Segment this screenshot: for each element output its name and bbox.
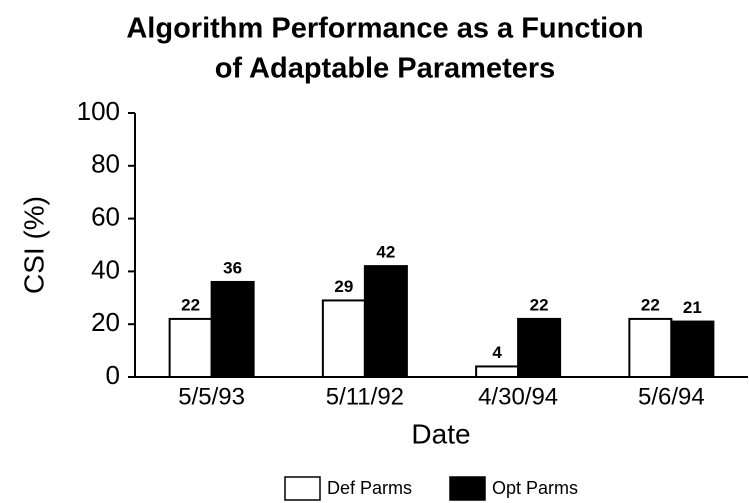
- bar: [670, 320, 715, 378]
- chart-title: Algorithm Performance as a Function: [126, 13, 643, 45]
- legend-label: Def Parms: [327, 478, 412, 498]
- bar: [210, 280, 255, 378]
- value-label: 36: [223, 258, 242, 277]
- value-label: 42: [376, 243, 395, 262]
- value-label: 4: [492, 343, 502, 362]
- bar: [363, 265, 408, 378]
- x-tick-label: 4/30/94: [478, 383, 558, 410]
- y-tick-label: 100: [77, 96, 120, 126]
- bar: [517, 317, 562, 379]
- bar: [628, 317, 673, 379]
- x-tick-label: 5/11/92: [326, 383, 404, 410]
- bar: [321, 299, 366, 378]
- y-tick-label: 20: [91, 307, 120, 337]
- legend-label: Opt Parms: [492, 478, 578, 498]
- x-tick-label: 5/5/93: [178, 383, 245, 410]
- y-tick-label: 40: [91, 254, 120, 284]
- x-axis-title: Date: [411, 418, 470, 449]
- bar: [475, 365, 520, 379]
- y-axis-title: CSI (%): [18, 196, 49, 294]
- value-label: 22: [530, 295, 549, 314]
- value-label: 21: [683, 298, 702, 317]
- value-label: 29: [334, 277, 353, 296]
- x-tick-label: 5/6/94: [638, 383, 705, 410]
- bar: [168, 317, 213, 379]
- value-label: 22: [181, 295, 200, 314]
- y-tick-label: 60: [91, 201, 120, 231]
- value-label: 22: [641, 295, 660, 314]
- legend-swatch: [284, 476, 321, 501]
- y-tick-label: 0: [106, 360, 120, 390]
- chart-title: of Adaptable Parameters: [215, 53, 556, 85]
- y-tick-label: 80: [91, 149, 120, 179]
- legend-swatch: [449, 476, 486, 501]
